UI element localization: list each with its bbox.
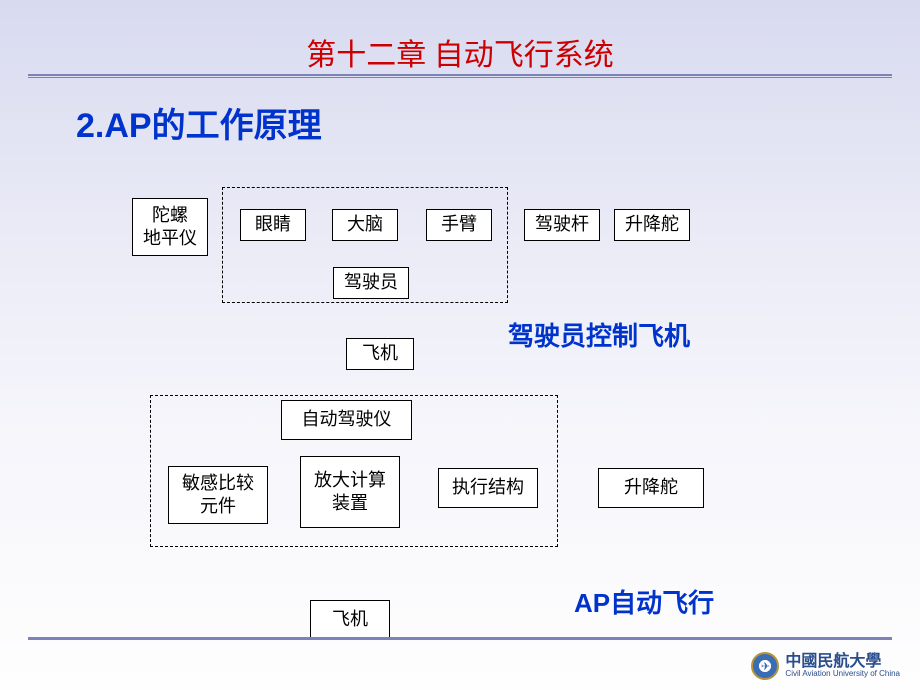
node-autopilot: 自动驾驶仪 bbox=[281, 400, 412, 440]
node-arm-label: 手臂 bbox=[441, 213, 477, 236]
node-plane1: 飞机 bbox=[346, 338, 414, 370]
node-actuator: 执行结构 bbox=[438, 468, 538, 508]
top-divider bbox=[28, 74, 892, 77]
node-plane2-label: 飞机 bbox=[332, 608, 368, 631]
node-brain: 大脑 bbox=[332, 209, 398, 241]
node-gyro-label: 陀螺地平仪 bbox=[143, 204, 197, 251]
node-pilot: 驾驶员 bbox=[333, 267, 409, 299]
caption-pilot-control: 驾驶员控制飞机 bbox=[508, 316, 690, 353]
node-eye: 眼睛 bbox=[240, 209, 306, 241]
node-stick: 驾驶杆 bbox=[524, 209, 600, 241]
node-plane1-label: 飞机 bbox=[362, 342, 398, 365]
node-pilot-label: 驾驶员 bbox=[344, 271, 398, 294]
node-sensor: 敏感比较元件 bbox=[168, 466, 268, 524]
node-actuator-label: 执行结构 bbox=[452, 476, 524, 499]
node-gyro: 陀螺地平仪 bbox=[132, 198, 208, 256]
node-eye-label: 眼睛 bbox=[255, 213, 291, 236]
university-text: 中國民航大學 Civil Aviation University of Chin… bbox=[785, 654, 900, 678]
node-elevator2: 升降舵 bbox=[598, 468, 704, 508]
university-badge-icon bbox=[751, 652, 779, 680]
node-autopilot-label: 自动驾驶仪 bbox=[302, 408, 392, 431]
node-brain-label: 大脑 bbox=[347, 213, 383, 236]
university-name-cn: 中國民航大學 bbox=[785, 654, 900, 670]
bottom-divider bbox=[28, 637, 892, 640]
section-title: 2.AP的工作原理 bbox=[76, 98, 322, 147]
chapter-title: 第十二章 自动飞行系统 bbox=[0, 30, 920, 74]
node-arm: 手臂 bbox=[426, 209, 492, 241]
caption-ap-auto: AP自动飞行 bbox=[574, 583, 714, 620]
node-elevator1-label: 升降舵 bbox=[625, 213, 679, 236]
footer-logo: 中國民航大學 Civil Aviation University of Chin… bbox=[751, 652, 900, 680]
node-amplifier-label: 放大计算装置 bbox=[314, 469, 386, 516]
node-amplifier: 放大计算装置 bbox=[300, 456, 400, 528]
node-elevator2-label: 升降舵 bbox=[624, 476, 678, 499]
node-sensor-label: 敏感比较元件 bbox=[182, 472, 254, 519]
node-stick-label: 驾驶杆 bbox=[535, 213, 589, 236]
node-plane2: 飞机 bbox=[310, 600, 390, 640]
university-name-en: Civil Aviation University of China bbox=[785, 670, 900, 678]
node-elevator1: 升降舵 bbox=[614, 209, 690, 241]
